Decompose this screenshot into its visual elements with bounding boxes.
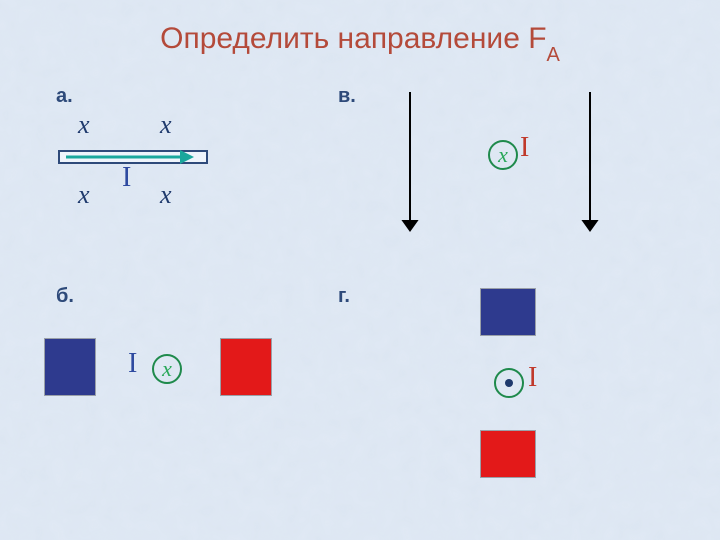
panel-b-I: I [128, 348, 137, 380]
title-main: Определить направление F [160, 22, 546, 55]
label-v: в. [338, 85, 356, 108]
panel-g-red-magnet [480, 430, 536, 478]
panel-a-x-1: x [160, 110, 172, 140]
label-b: б. [56, 285, 74, 308]
panel-a-x-3: x [160, 180, 172, 210]
title-subscript: А [547, 44, 560, 66]
panel-g-current-circle [494, 368, 524, 398]
panel-b-x-icon: x [162, 358, 172, 380]
page-title: Определить направление FА [0, 22, 720, 61]
label-g: г. [338, 285, 350, 308]
panel-v-I: I [520, 132, 529, 164]
panel-v-arrow-right [576, 90, 604, 234]
panel-g-I: I [528, 362, 537, 394]
panel-g-dot-icon [505, 379, 513, 387]
panel-g-blue-magnet [480, 288, 536, 336]
panel-a-x-0: x [78, 110, 90, 140]
panel-b-red-magnet [220, 338, 272, 396]
panel-b-current-circle: x [152, 354, 182, 384]
label-a: а. [56, 85, 73, 108]
panel-v-current-circle: x [488, 140, 518, 170]
panel-v-x-icon: x [498, 144, 508, 166]
panel-a-I: I [122, 162, 131, 194]
panel-a-x-2: x [78, 180, 90, 210]
panel-b-blue-magnet [44, 338, 96, 396]
panel-v-arrow-left [396, 90, 424, 234]
